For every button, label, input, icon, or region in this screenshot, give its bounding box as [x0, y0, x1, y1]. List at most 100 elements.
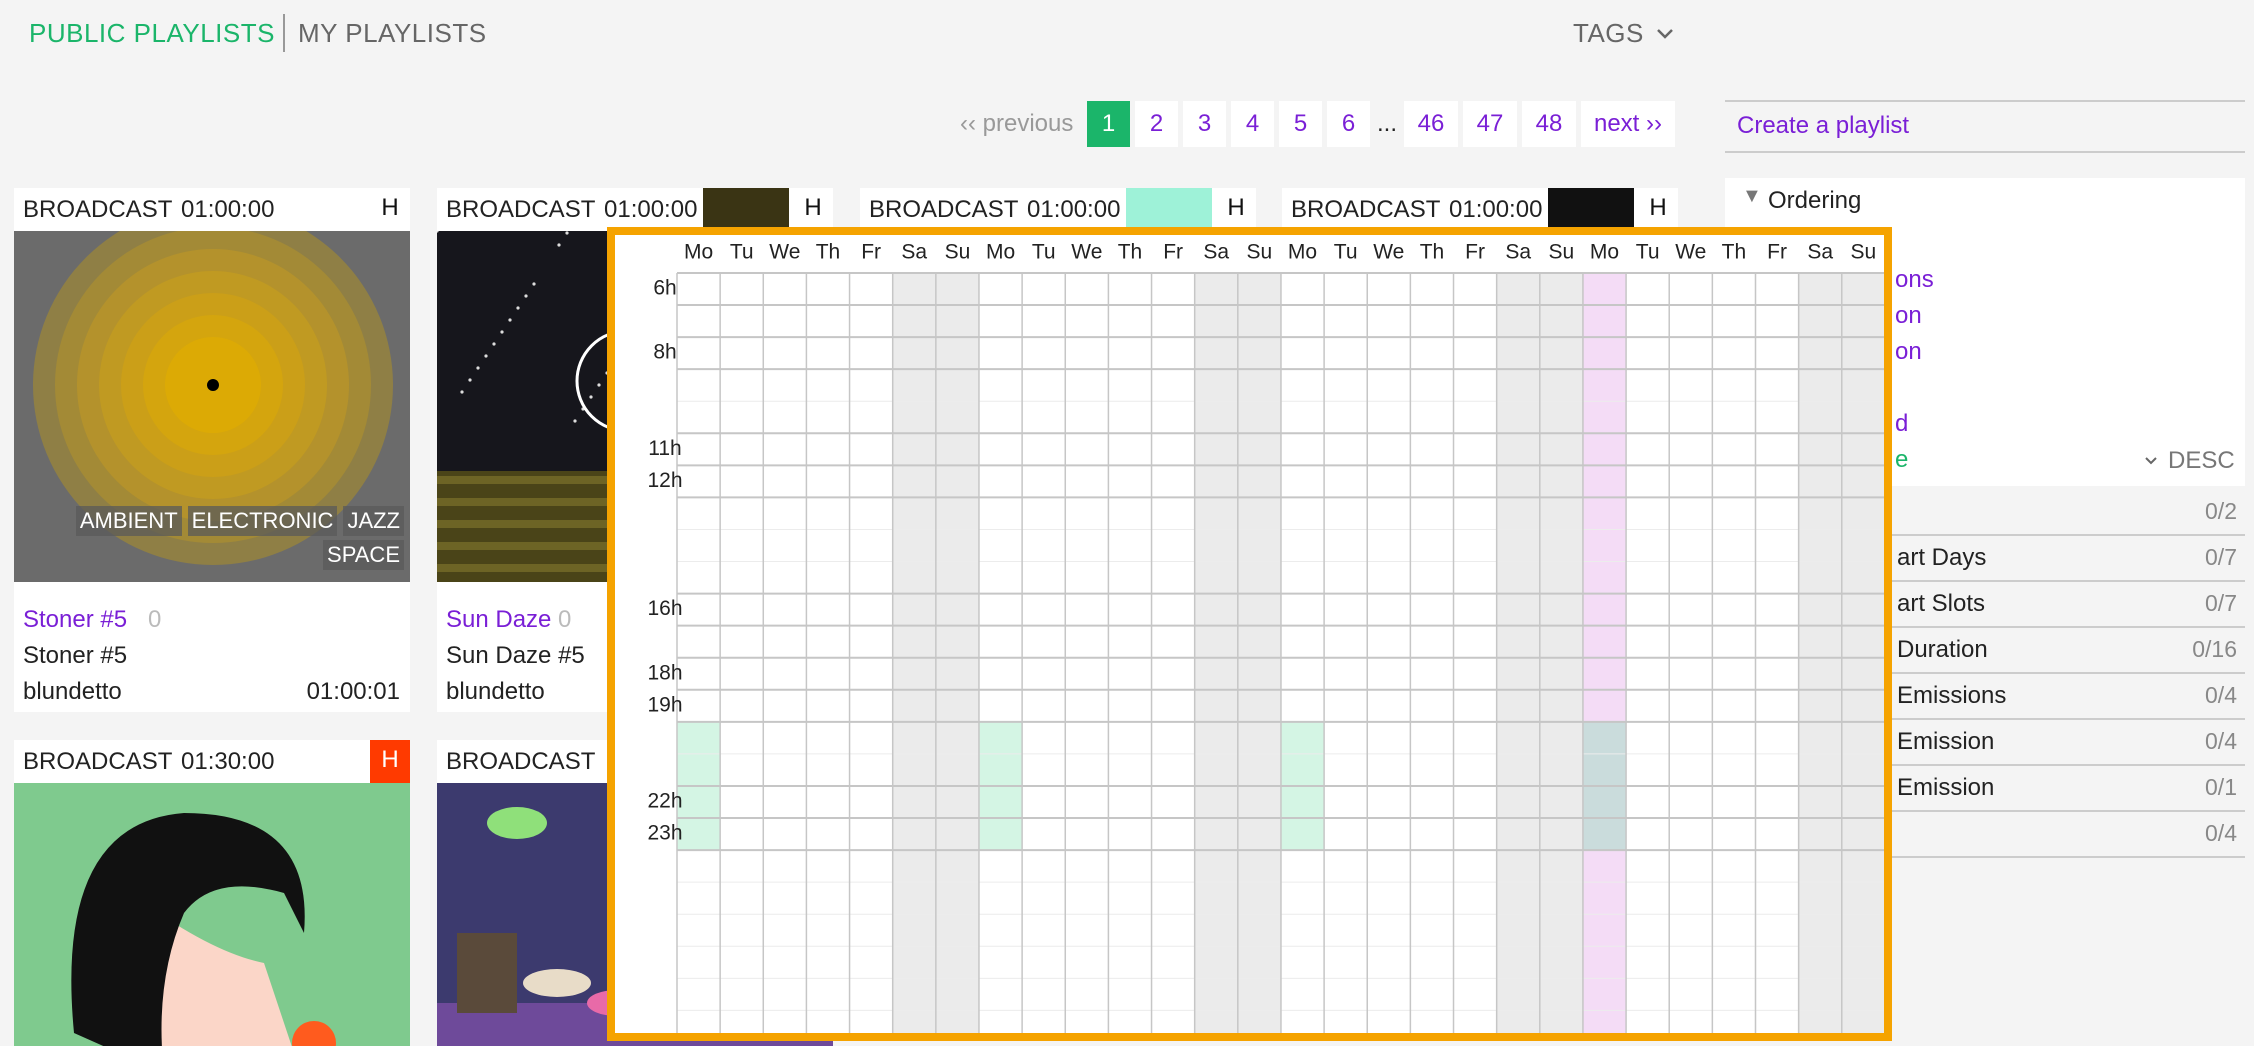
- cover-art: [14, 783, 410, 1046]
- ordering-toggle[interactable]: ▼: [1742, 185, 1762, 207]
- filter-label[interactable]: Emission: [1897, 728, 1995, 755]
- playlist-card[interactable]: BROADCAST 01:30:00 H: [14, 740, 410, 1046]
- filter-count[interactable]: 0/4: [2205, 820, 2237, 846]
- card-info: [14, 582, 410, 712]
- card-badge[interactable]: H: [370, 740, 410, 783]
- day-header: Tu: [730, 241, 754, 264]
- playlist-card[interactable]: BROADCAST 01:00:00 H: [1282, 188, 1678, 748]
- pagination-previous[interactable]: ‹‹ previous: [960, 110, 1074, 137]
- weekend-column: [1798, 273, 1842, 1033]
- nav-public[interactable]: PUBLIC PLAYLISTS: [29, 18, 275, 48]
- weekend-column: [1841, 273, 1884, 1033]
- weekend-column: [1496, 273, 1540, 1033]
- tags-chevron[interactable]: [1655, 26, 1675, 42]
- ordering-title[interactable]: Ordering: [1768, 187, 1862, 214]
- filter-count[interactable]: 0/7: [2205, 544, 2237, 570]
- card-type: BROADCAST: [23, 196, 173, 223]
- filter-label[interactable]: Emission: [1897, 774, 1995, 801]
- card-duration: 01:00:00: [181, 196, 275, 223]
- filter-count[interactable]: 0/2: [2205, 498, 2237, 524]
- hour-label: 22h: [647, 790, 682, 813]
- card-image: [14, 783, 410, 1046]
- ordering-option[interactable]: ons: [1895, 266, 1934, 293]
- tag[interactable]: SPACE: [323, 540, 404, 570]
- order-direction[interactable]: DESC: [2168, 447, 2235, 474]
- card-type: BROADCAST: [446, 748, 596, 775]
- filter-count[interactable]: 0/4: [2205, 728, 2237, 754]
- filter-count[interactable]: 0/1: [2205, 774, 2237, 800]
- playlist-card[interactable]: BROADCAST 01:00:00 H AMBIENT ELECTRONIC JAZZ S…: [14, 188, 410, 748]
- create-playlist[interactable]: Create a playlist: [1737, 112, 1910, 139]
- nav-tags[interactable]: TAGS: [1573, 18, 1644, 48]
- filter-label[interactable]: Duration: [1897, 636, 1988, 663]
- day-header: Tu: [1334, 241, 1358, 264]
- ordering-option[interactable]: d: [1895, 410, 1909, 437]
- day-header: We: [1071, 241, 1102, 264]
- page-link[interactable]: 1: [1087, 101, 1130, 147]
- day-header: Mo: [684, 241, 713, 264]
- card-subtitle: Sun Daze #5: [446, 642, 585, 669]
- page-link[interactable]: 3: [1183, 101, 1226, 147]
- day-header: Mo: [986, 241, 1015, 264]
- hour-label: 11h: [648, 437, 681, 460]
- tag[interactable]: AMBIENT: [75, 506, 182, 536]
- page-link[interactable]: 48: [1522, 101, 1576, 147]
- pagination-next[interactable]: next ››: [1581, 101, 1675, 147]
- card-header: [14, 188, 410, 231]
- page-link[interactable]: 46: [1404, 101, 1458, 147]
- weekend-column: [1194, 273, 1238, 1033]
- filter-label[interactable]: art Slots: [1897, 590, 1986, 617]
- weekend-column: [1237, 273, 1281, 1033]
- tag-list: AMBIENT ELECTRONIC JAZZ SPACE: [14, 506, 404, 570]
- page-link[interactable]: 5: [1279, 101, 1322, 147]
- card-subtitle: Stoner #5: [23, 642, 128, 669]
- card-type: BROADCAST: [446, 196, 596, 223]
- filter-label[interactable]: art Days: [1897, 544, 1987, 571]
- day-header: We: [1373, 241, 1404, 264]
- page-link[interactable]: 6: [1327, 101, 1370, 147]
- day-header: Sa: [1505, 241, 1531, 264]
- card-type: BROADCAST: [23, 748, 173, 775]
- ordering-option[interactable]: on: [1895, 302, 1922, 329]
- card-title[interactable]: Stoner #5: [23, 606, 128, 633]
- day-header: Sa: [901, 241, 927, 264]
- weekend-column: [892, 273, 936, 1033]
- filter-count[interactable]: 0/7: [2205, 590, 2237, 616]
- hour-label: 12h: [647, 469, 682, 492]
- card-title[interactable]: Sun Daze: [446, 606, 552, 633]
- playlist-card[interactable]: BROADCAST 01:00:00 H: [860, 188, 1256, 748]
- card-badge[interactable]: H: [793, 188, 833, 231]
- day-header: Tu: [1636, 241, 1660, 264]
- card-badge[interactable]: H: [370, 188, 410, 231]
- card-author: blundetto: [446, 678, 545, 705]
- nav-mine[interactable]: MY PLAYLISTS: [298, 18, 487, 48]
- tag[interactable]: ELECTRONIC: [187, 506, 338, 536]
- filter-count[interactable]: 0/4: [2205, 682, 2237, 708]
- hour-label: 8h: [653, 341, 676, 364]
- day-header: Su: [1851, 241, 1877, 264]
- filter-count[interactable]: 0/16: [2192, 636, 2237, 662]
- card-badge[interactable]: H: [1638, 188, 1678, 231]
- page-link[interactable]: 4: [1231, 101, 1274, 147]
- direction-chevron[interactable]: [2143, 455, 2159, 467]
- page-link[interactable]: 2: [1135, 101, 1178, 147]
- card-badge[interactable]: H: [1216, 188, 1256, 231]
- ordering-option[interactable]: on: [1895, 338, 1922, 365]
- filter-label[interactable]: Emissions: [1897, 682, 2007, 709]
- day-header: Tu: [1032, 241, 1056, 264]
- day-header: Fr: [1163, 241, 1183, 264]
- card-header: [14, 740, 410, 783]
- card-duration: 01:00:00: [604, 196, 698, 223]
- card-duration: 01:00:00: [1027, 196, 1121, 223]
- card-type: BROADCAST: [869, 196, 1019, 223]
- filter-rule: [1725, 534, 2245, 536]
- page-link[interactable]: 47: [1463, 101, 1517, 147]
- day-header: Fr: [1767, 241, 1787, 264]
- card-duration: 01:00:00: [1449, 196, 1543, 223]
- filter-rule: [1725, 810, 2245, 812]
- tag[interactable]: JAZZ: [343, 506, 404, 536]
- day-header: Fr: [861, 241, 881, 264]
- ordering-option[interactable]: e: [1895, 446, 1909, 473]
- card-thumb: [703, 188, 789, 231]
- day-header: Mo: [1590, 241, 1619, 264]
